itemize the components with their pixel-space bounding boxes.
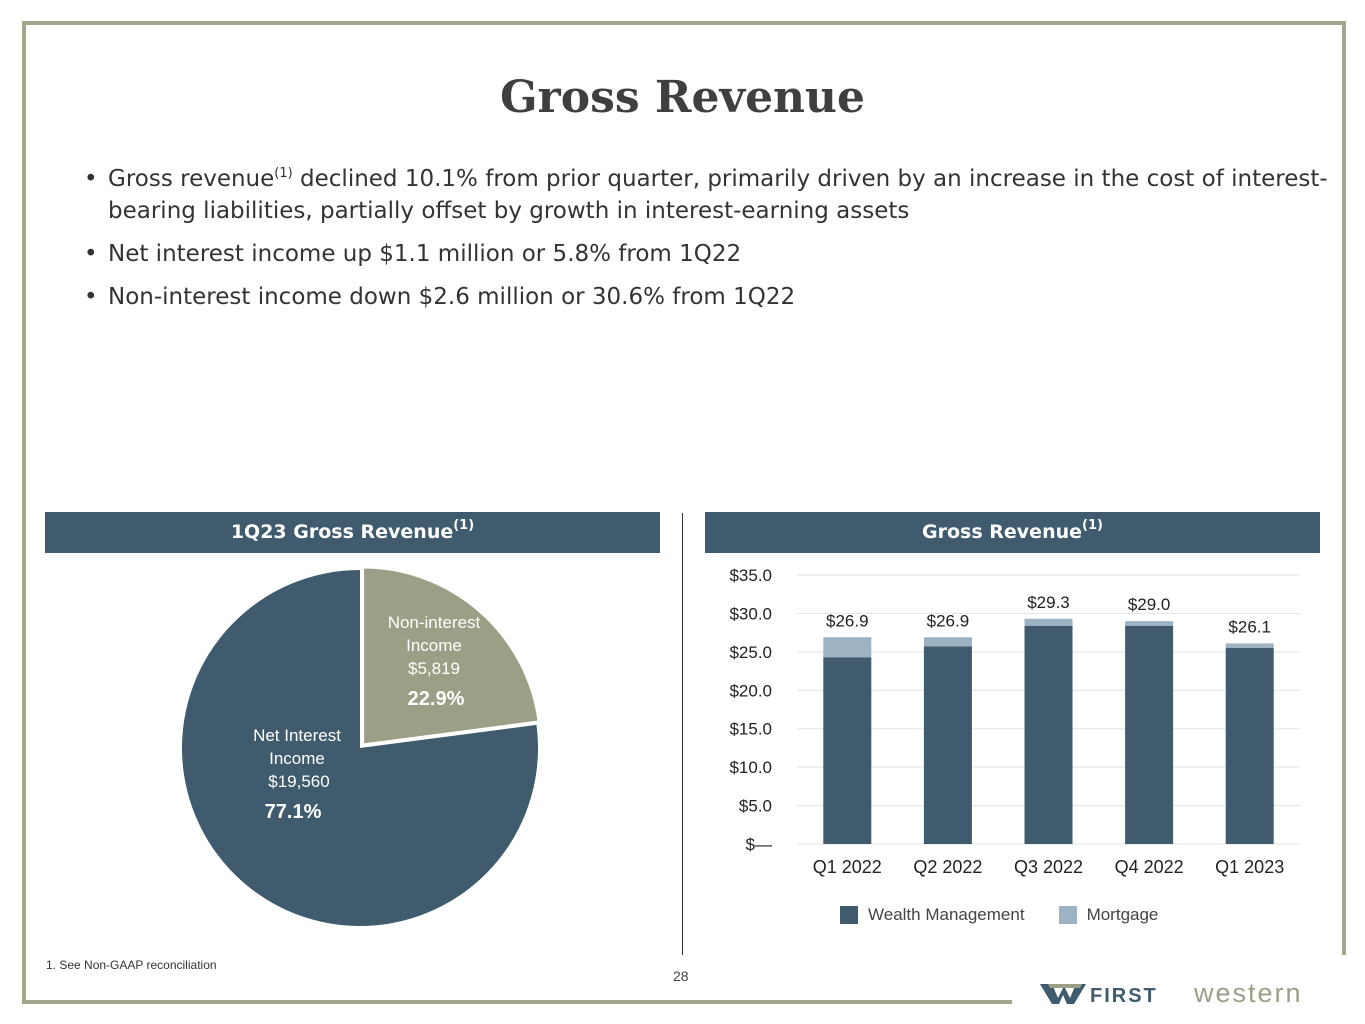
bar-chart: $— $5.0 $10.0 $15.0 $20.0 $25.0 $30.0 $35.0 Q1 … [729, 566, 1300, 877]
company-logo: FIRST western [1040, 978, 1303, 1008]
bar-chart-totals: $26.9 $26.9 $29.3 $29.0 $26.1 [826, 593, 1271, 637]
y-tick-label: $35.0 [729, 566, 772, 585]
bar-panel-header: Gross Revenue(1) [705, 512, 1320, 553]
legend-swatch-mortgage [1058, 906, 1077, 924]
y-tick-label: $10.0 [729, 758, 772, 777]
pie-panel-header: 1Q23 Gross Revenue(1) [45, 512, 660, 553]
bar-total-label: $26.9 [826, 611, 869, 630]
bar-wealth-management [823, 657, 872, 844]
pie-label-noninterest-line1: Non-interest [388, 613, 481, 632]
y-tick-label: $25.0 [729, 643, 772, 662]
slide-frame [22, 21, 1346, 1004]
x-tick-label: Q1 2023 [1215, 857, 1284, 877]
x-tick-label: Q3 2022 [1014, 857, 1083, 877]
bar-chart-x-axis: Q1 2022 Q2 2022 Q3 2022 Q4 2022 Q1 2023 [813, 857, 1284, 877]
bar-total-label: $26.1 [1228, 617, 1271, 636]
pie-slice-non-interest [361, 565, 541, 747]
bar-wealth-management [923, 646, 972, 844]
bullet-item: Gross revenue(1) declined 10.1% from pri… [84, 163, 1334, 227]
legend-label-wealth: Wealth Management [868, 905, 1025, 924]
pie-chart: Non-interest Income $5,819 22.9% Net Int… [182, 565, 541, 926]
panel-divider [682, 513, 683, 955]
y-tick-label: $— [746, 835, 772, 854]
bar-mortgage [823, 637, 872, 658]
x-tick-label: Q1 2022 [813, 857, 882, 877]
bar-mortgage [1024, 618, 1073, 626]
bar-wealth-management [1125, 625, 1174, 844]
bullet-list: Gross revenue(1) declined 10.1% from pri… [84, 163, 1334, 324]
page-title: Gross Revenue [499, 72, 866, 123]
logo-text-first: FIRST [1090, 985, 1158, 1007]
pie-label-noninterest-pct: 22.9% [408, 688, 465, 710]
y-tick-label: $20.0 [729, 681, 772, 700]
bar-chart-y-axis: $— $5.0 $10.0 $15.0 $20.0 $25.0 $30.0 $35.0 [729, 566, 772, 854]
footnote: 1. See Non-GAAP reconciliation [46, 958, 217, 972]
bullet-item: Non-interest income down $2.6 million or… [84, 281, 1334, 313]
frame-gap-right [1336, 955, 1356, 1000]
legend-item-mortgage: Mortgage [1058, 905, 1159, 925]
page-number: 28 [673, 968, 689, 984]
legend-label-mortgage: Mortgage [1086, 905, 1159, 924]
legend-swatch-wealth [840, 906, 858, 924]
pie-label-noninterest-line2: Income [406, 636, 462, 655]
legend-item-wealth: Wealth Management [840, 905, 1025, 925]
pie-label-net-line1: Net Interest [253, 726, 341, 745]
bar-mortgage [923, 637, 972, 647]
bullet-item: Net interest income up $1.1 million or 5… [84, 238, 1334, 270]
x-tick-label: Q4 2022 [1115, 857, 1184, 877]
logo-mark-icon [1040, 984, 1086, 1004]
bar-wealth-management [1024, 625, 1073, 844]
bar-total-label: $29.3 [1027, 593, 1070, 612]
y-tick-label: $30.0 [729, 604, 772, 623]
pie-label-net-value: $19,560 [268, 772, 329, 791]
x-tick-label: Q2 2022 [913, 857, 982, 877]
pie-label-net-pct: 77.1% [265, 801, 322, 823]
bar-wealth-management [1225, 648, 1274, 844]
pie-label-net-line2: Income [269, 749, 325, 768]
bar-chart-legend: Wealth Management Mortgage [840, 905, 1158, 925]
y-tick-label: $15.0 [729, 720, 772, 739]
bar-mortgage [1225, 643, 1274, 649]
bar-total-label: $26.9 [927, 611, 970, 630]
bar-chart-bars [823, 618, 1274, 844]
logo-text-western: western [1193, 978, 1303, 1008]
y-tick-label: $5.0 [739, 797, 772, 816]
bar-total-label: $29.0 [1128, 595, 1171, 614]
pie-slice-net-interest [182, 570, 538, 926]
bar-mortgage [1125, 621, 1174, 626]
pie-label-noninterest-value: $5,819 [408, 659, 460, 678]
